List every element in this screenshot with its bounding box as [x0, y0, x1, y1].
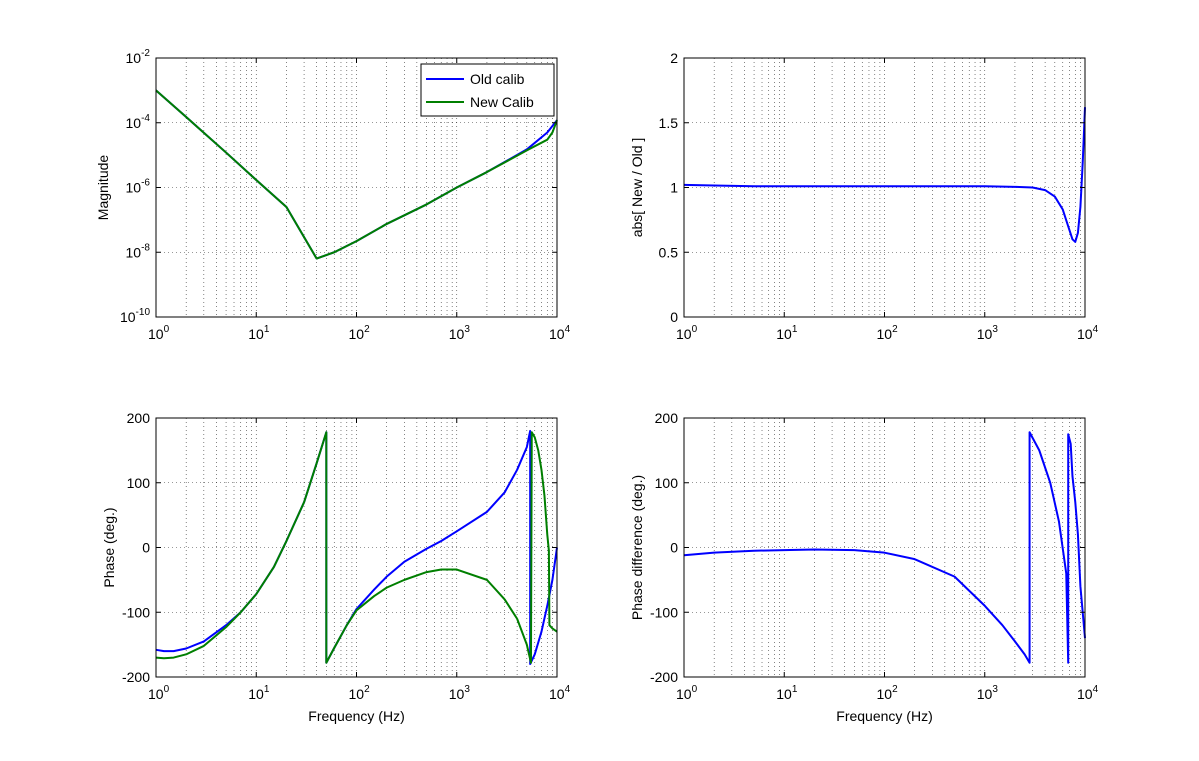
x-tick-label: 100: [676, 324, 698, 342]
chart-phase_difference: 100 101 102 103 104 -200 -100 0 100 200 Phase diff…: [629, 410, 1099, 724]
chart-ratio: 100 101 102 103 104 0 0.5 1 1.5 2 abs[ New / Old ]: [629, 50, 1099, 342]
x-tick-label: 104: [549, 684, 571, 702]
chart-phase: 100 101 102 103 104 -200 -100 0 100 200 Phase (deg…: [101, 410, 571, 724]
legend-label: New Calib: [470, 94, 534, 110]
x-tick-label: 102: [349, 684, 371, 702]
y-tick-label: 100: [127, 475, 151, 491]
y-tick-label: -100: [122, 604, 150, 620]
y-tick-label: 10-4: [126, 113, 151, 131]
x-axis-label: Frequency (Hz): [308, 708, 404, 724]
x-tick-label: 103: [449, 324, 471, 342]
y-tick-label: 1.5: [659, 115, 679, 131]
x-axis-label: Frequency (Hz): [836, 708, 932, 724]
y-tick-label: -200: [650, 669, 678, 685]
y-tick-label: 10-6: [126, 178, 151, 196]
legend: Old calib New Calib: [420, 63, 555, 117]
y-tick-label: -100: [650, 604, 678, 620]
x-tick-label: 102: [349, 324, 371, 342]
x-tick-label: 100: [148, 324, 170, 342]
legend-label: Old calib: [470, 71, 525, 87]
y-tick-label: 10-2: [126, 48, 151, 66]
x-tick-label: 101: [776, 684, 798, 702]
y-tick-label: 0: [142, 540, 150, 556]
y-grid: [684, 122, 1085, 253]
x-tick-label: 103: [977, 684, 999, 702]
y-tick-label: 200: [127, 410, 151, 426]
series-line-ratio-0: [683, 107, 1086, 243]
y-tick-label: 0: [670, 540, 678, 556]
x-tick-label: 101: [776, 324, 798, 342]
x-tick-label: 104: [549, 324, 571, 342]
series-line-new-calib: [155, 89, 558, 260]
y-axis-label: abs[ New / Old ]: [629, 138, 645, 238]
x-tick-label: 101: [248, 324, 270, 342]
x-tick-label: 100: [148, 684, 170, 702]
y-tick-label: 0: [670, 309, 678, 325]
y-tick-label: 10-10: [120, 307, 150, 325]
y-tick-label: 200: [655, 410, 679, 426]
x-tick-label: 103: [449, 684, 471, 702]
x-tick-label: 104: [1077, 684, 1099, 702]
y-axis-label: Phase (deg.): [101, 507, 117, 587]
series-line-new-calib: [155, 431, 558, 664]
x-tick-label: 100: [676, 684, 698, 702]
y-axis-label: Magnitude: [95, 155, 111, 221]
series-line-ratio-0: [683, 431, 1086, 664]
y-grid: [156, 122, 557, 253]
y-tick-label: 1: [670, 180, 678, 196]
y-tick-label: 2: [670, 50, 678, 66]
x-tick-label: 102: [877, 324, 899, 342]
y-tick-label: 100: [655, 475, 679, 491]
chart-magnitude: 100 101 102 103 104 10-10 10-8 10-6 10-4 10-2 Magn…: [95, 48, 571, 342]
y-tick-label: -200: [122, 669, 150, 685]
y-grid: [684, 482, 1085, 613]
x-tick-label: 104: [1077, 324, 1099, 342]
y-tick-label: 10-8: [126, 242, 151, 260]
x-tick-label: 102: [877, 684, 899, 702]
y-tick-label: 0.5: [659, 244, 679, 260]
y-axis-label: Phase difference (deg.): [629, 475, 645, 620]
y-grid: [156, 482, 557, 613]
x-tick-label: 103: [977, 324, 999, 342]
x-tick-label: 101: [248, 684, 270, 702]
legend-box: [420, 63, 555, 117]
